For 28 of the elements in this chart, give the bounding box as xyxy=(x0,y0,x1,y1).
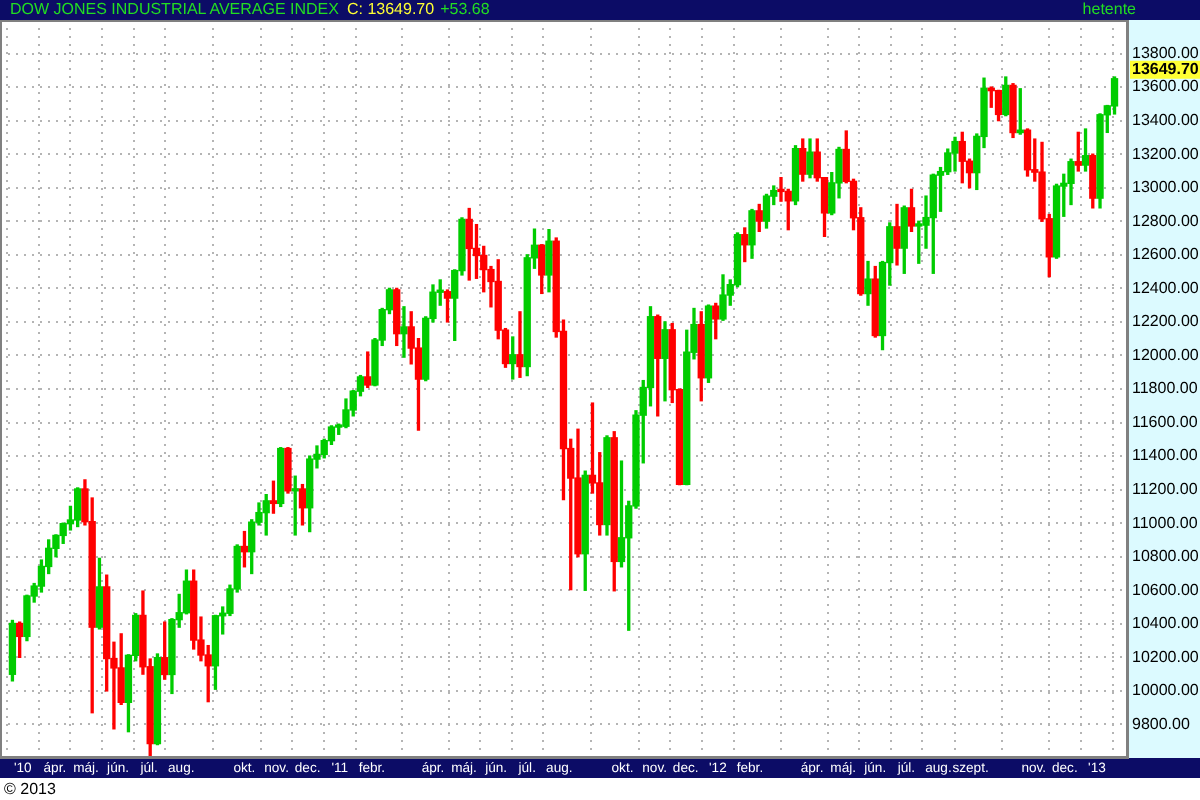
y-tick-label: 12200.00 xyxy=(1132,312,1200,331)
y-tick-label: 11400.00 xyxy=(1132,446,1199,465)
y-tick-label: 11600.00 xyxy=(1132,412,1199,431)
y-tick-label: 12400.00 xyxy=(1132,278,1200,297)
chart-subtitle: C: 13649.70 +53.68 xyxy=(346,0,490,20)
y-tick-label: 13000.00 xyxy=(1132,178,1200,197)
y-tick-label: 12000.00 xyxy=(1132,345,1200,364)
y-tick-label: 11000.00 xyxy=(1132,513,1199,532)
y-tick-label: 11800.00 xyxy=(1132,379,1199,398)
y-tick-label: 12800.00 xyxy=(1132,211,1200,230)
y-tick-label: 13200.00 xyxy=(1132,144,1200,163)
chart-title: DOW JONES INDUSTRIAL AVERAGE INDEX xyxy=(10,0,339,20)
y-tick-label: 13600.00 xyxy=(1132,77,1200,96)
y-tick-label: 10800.00 xyxy=(1132,547,1200,566)
candlestick xyxy=(516,311,524,378)
y-tick-label: 12600.00 xyxy=(1132,245,1200,264)
y-tick-label: 13800.00 xyxy=(1132,43,1200,62)
y-tick-label: 11200.00 xyxy=(1132,480,1199,499)
text: hetente xyxy=(1082,0,1136,20)
y-tick-label: 10000.00 xyxy=(1132,681,1200,700)
y-tick-label: 9800.00 xyxy=(1132,714,1191,733)
text: © 2013 xyxy=(4,779,56,799)
y-tick-label: 13400.00 xyxy=(1132,111,1200,130)
candlestick xyxy=(400,306,408,358)
y-tick-label: 10600.00 xyxy=(1132,580,1200,599)
y-tick-label: 10200.00 xyxy=(1132,647,1200,666)
text: 13649.70 xyxy=(1132,60,1200,79)
y-tick-label: 10400.00 xyxy=(1132,614,1200,633)
